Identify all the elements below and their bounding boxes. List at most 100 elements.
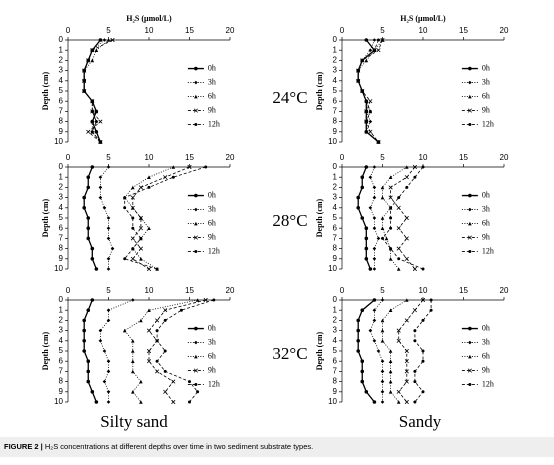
marker xyxy=(404,256,409,261)
legend-label: 3h xyxy=(208,337,216,346)
legend-label: 6h xyxy=(208,91,216,100)
marker xyxy=(155,359,159,363)
marker xyxy=(90,257,95,261)
row-label: 28°C xyxy=(272,211,307,230)
marker xyxy=(388,175,393,179)
y-tick-label: 3 xyxy=(59,66,64,75)
marker xyxy=(376,349,381,353)
marker xyxy=(130,236,135,241)
marker xyxy=(372,400,377,404)
y-tick-label: 0 xyxy=(333,295,338,304)
marker xyxy=(389,206,393,210)
series-line xyxy=(382,299,408,403)
x-tick-label: 10 xyxy=(419,286,428,295)
legend-label: 6h xyxy=(482,218,490,227)
marker xyxy=(106,267,111,271)
marker xyxy=(420,297,426,303)
legend-marker xyxy=(468,193,472,198)
marker xyxy=(82,339,86,343)
marker xyxy=(86,175,91,179)
marker xyxy=(412,308,417,313)
marker xyxy=(380,37,385,43)
marker xyxy=(106,165,111,169)
marker xyxy=(130,195,135,200)
y-tick-label: 1 xyxy=(333,45,338,54)
marker xyxy=(413,380,417,384)
y-tick-label: 7 xyxy=(333,234,338,243)
marker xyxy=(360,308,365,313)
y-tick-label: 5 xyxy=(59,213,64,222)
marker xyxy=(388,379,393,384)
marker xyxy=(368,206,373,210)
y-tick-label: 8 xyxy=(59,244,64,253)
marker xyxy=(372,38,377,42)
marker xyxy=(131,247,135,251)
legend-marker xyxy=(193,108,198,113)
marker xyxy=(388,257,393,261)
y-tick-label: 9 xyxy=(333,254,338,263)
y-axis-title: Depth (cm) xyxy=(315,198,324,237)
marker xyxy=(380,328,385,333)
marker xyxy=(131,339,135,343)
marker xyxy=(376,140,380,144)
legend-label: 0h xyxy=(482,63,490,72)
marker xyxy=(396,328,401,333)
legend-marker xyxy=(468,207,472,212)
legend-label: 12h xyxy=(482,119,494,128)
marker xyxy=(380,400,385,404)
marker xyxy=(413,339,417,343)
y-tick-label: 8 xyxy=(59,377,64,386)
marker xyxy=(376,48,381,53)
x-tick-label: 15 xyxy=(185,26,194,35)
marker xyxy=(106,257,111,261)
marker xyxy=(404,236,409,241)
y-tick-label: 5 xyxy=(59,346,64,355)
y-tick-label: 8 xyxy=(59,117,64,126)
y-tick-label: 2 xyxy=(59,316,64,325)
y-tick-label: 5 xyxy=(59,86,64,95)
x-tick-label: 15 xyxy=(459,286,468,295)
y-tick-label: 8 xyxy=(333,117,338,126)
x-tick-label: 5 xyxy=(106,26,111,35)
marker xyxy=(376,236,381,241)
marker xyxy=(396,389,401,394)
y-tick-label: 2 xyxy=(59,183,64,192)
marker xyxy=(372,226,377,230)
marker xyxy=(106,216,111,220)
y-tick-label: 0 xyxy=(59,162,64,171)
marker xyxy=(146,328,152,333)
legend-label: 9h xyxy=(208,365,216,374)
marker xyxy=(94,267,99,271)
marker xyxy=(139,379,143,384)
marker xyxy=(98,328,103,333)
marker xyxy=(106,308,111,312)
marker xyxy=(82,328,86,333)
y-tick-label: 6 xyxy=(59,223,64,232)
series-line xyxy=(100,166,113,269)
series-line xyxy=(390,166,416,270)
legend-marker xyxy=(194,354,198,359)
marker xyxy=(380,390,385,394)
marker xyxy=(212,298,216,302)
marker xyxy=(106,400,111,404)
marker xyxy=(388,390,393,394)
marker xyxy=(404,369,409,374)
marker xyxy=(360,58,364,62)
marker xyxy=(86,369,91,374)
legend-marker xyxy=(194,326,198,331)
legend-marker xyxy=(467,108,472,113)
x-tick-label: 5 xyxy=(380,153,385,162)
legend-marker xyxy=(194,123,198,127)
marker xyxy=(356,206,361,210)
marker xyxy=(102,379,107,384)
marker xyxy=(163,349,167,353)
marker xyxy=(139,318,143,323)
marker xyxy=(364,38,369,42)
marker xyxy=(388,308,393,312)
y-tick-label: 2 xyxy=(333,183,338,192)
marker xyxy=(396,267,401,271)
marker xyxy=(429,308,433,312)
marker xyxy=(360,359,365,364)
marker xyxy=(90,99,94,103)
x-tick-label: 20 xyxy=(500,26,509,35)
